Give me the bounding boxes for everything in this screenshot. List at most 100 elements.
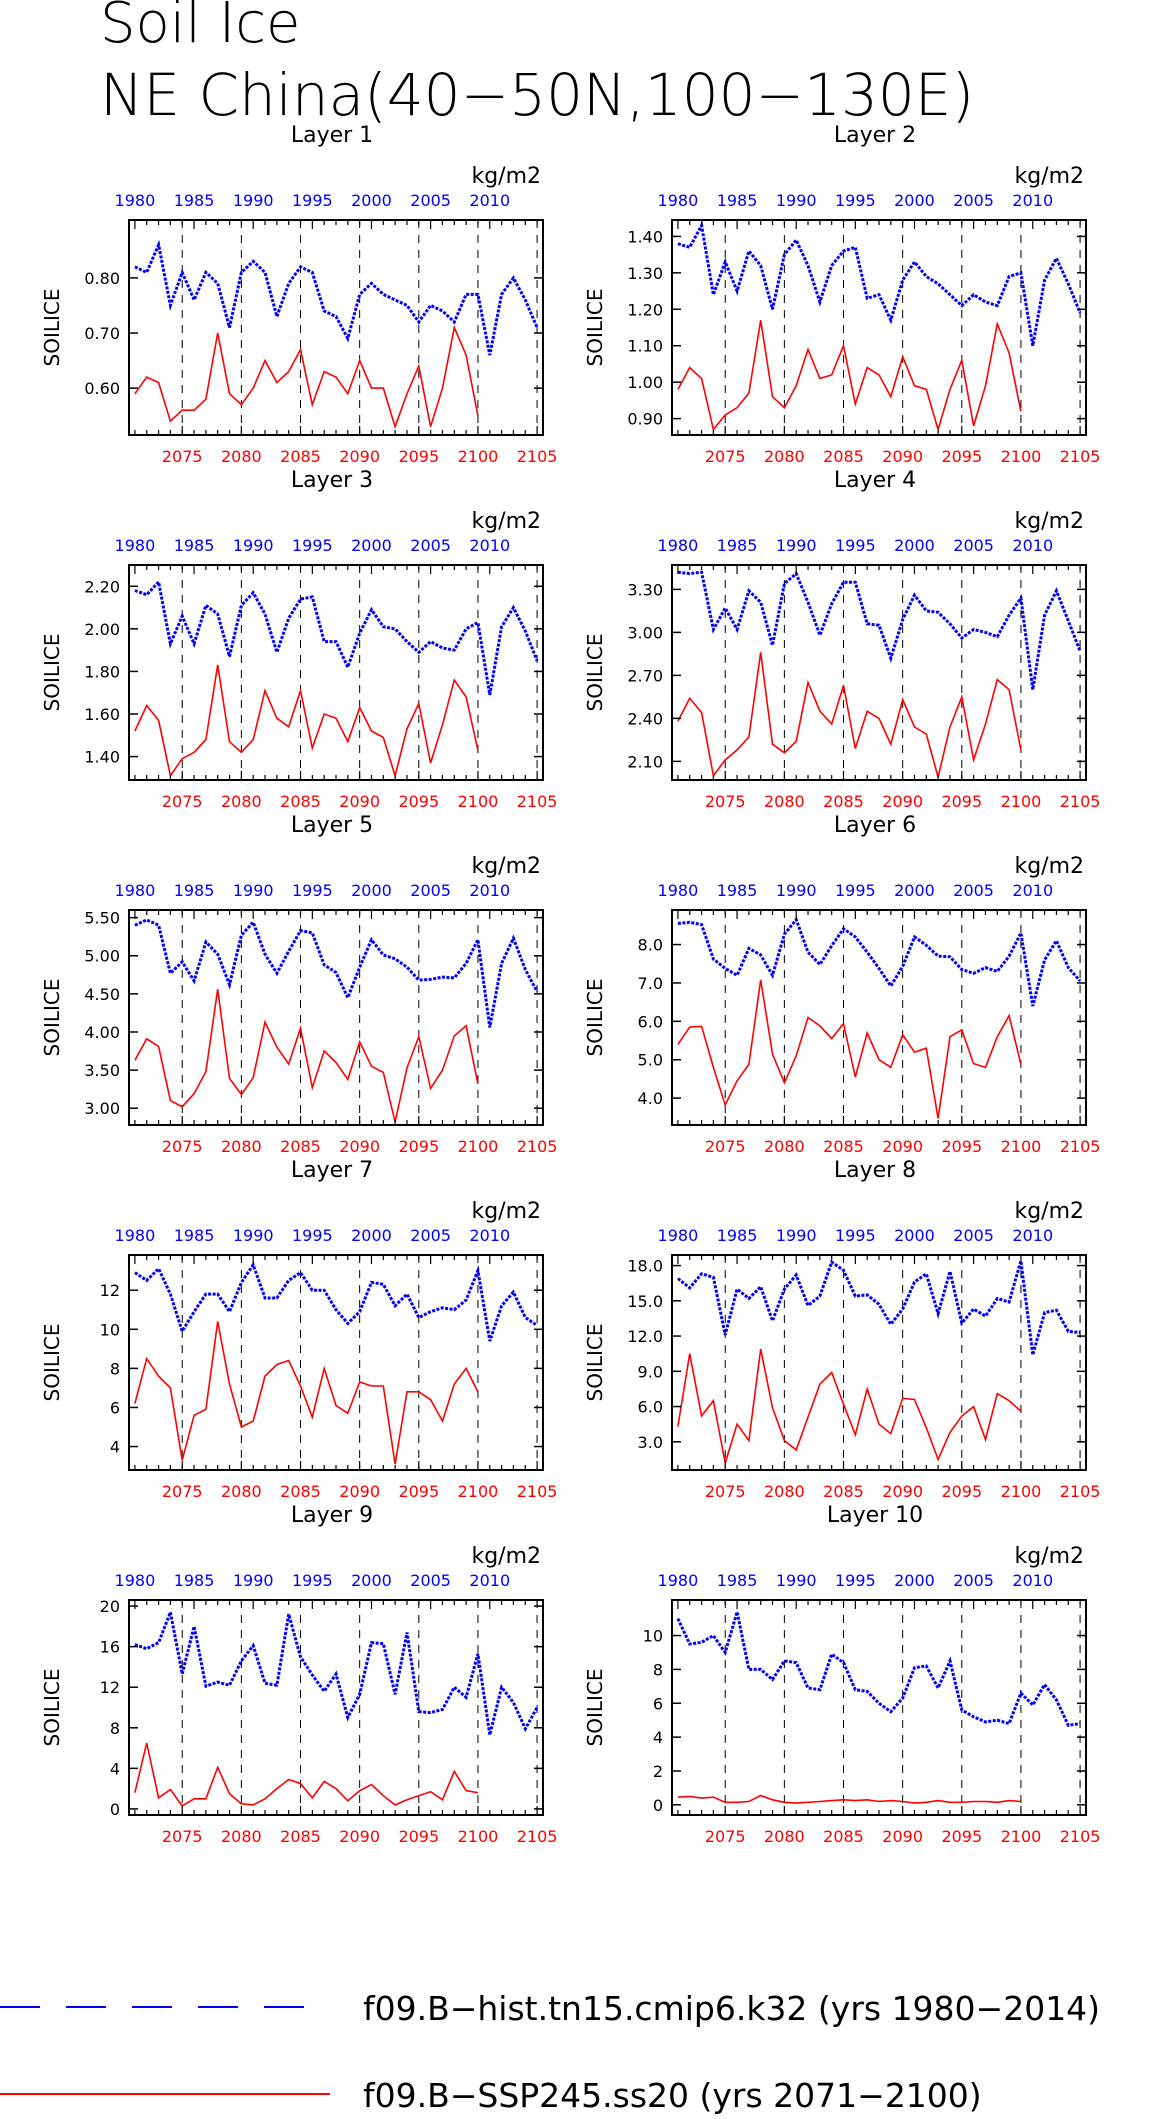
x-tick-label-bottom: 2095 — [398, 1137, 439, 1156]
y-tick-label: 4.50 — [84, 985, 120, 1004]
x-tick-label-bottom: 2100 — [458, 1827, 499, 1846]
x-tick-label-bottom: 2075 — [705, 1827, 746, 1846]
y-axis-label: SOILICE — [40, 1669, 64, 1747]
x-tick-label-top: 2010 — [469, 1226, 510, 1245]
panel-layer-4: Layer 4 kg/m2 SOILICE 2.10 2.40 2.70 3.00 3.30 2… — [583, 468, 1100, 811]
y-tick-label: 5.0 — [638, 1051, 663, 1070]
y-tick-label: 1.00 — [627, 373, 663, 392]
x-tick-label-top: 2000 — [351, 191, 392, 210]
x-tick-label-top: 2010 — [1012, 191, 1053, 210]
x-tick-label-bottom: 2100 — [458, 792, 499, 811]
x-tick-label-top: 1995 — [292, 536, 333, 555]
x-tick-label-top: 2010 — [469, 536, 510, 555]
series-line-ssp — [134, 324, 479, 430]
y-tick-label: 1.20 — [627, 300, 663, 319]
panel-layer-2: Layer 2 kg/m2 SOILICE 0.90 1.00 1.10 1.20 1.30 1… — [583, 123, 1100, 466]
y-tick-label: 6 — [110, 1398, 120, 1417]
x-tick-label-bottom: 2105 — [1060, 447, 1101, 466]
x-tick-label-bottom: 2105 — [517, 1827, 558, 1846]
panel-layer-9: Layer 9 kg/m2 SOILICE 0 4 8 12 16 20 2075 2080 2085… — [40, 1503, 557, 1846]
x-tick-label-top: 1990 — [233, 1226, 274, 1245]
x-tick-label-bottom: 2095 — [941, 1482, 982, 1501]
legend-label-ssp: f09.B−SSP245.ss20 (yrs 2071−2100) — [363, 2076, 982, 2115]
x-tick-label-top: 2000 — [894, 881, 935, 900]
x-tick-label-top: 1980 — [658, 1571, 699, 1590]
x-tick-label-top: 1985 — [174, 191, 215, 210]
y-tick-label: 2 — [653, 1762, 663, 1781]
y-axis-label: SOILICE — [583, 1324, 607, 1402]
x-tick-label-top: 1985 — [717, 1571, 758, 1590]
y-tick-label: 8 — [110, 1719, 120, 1738]
plot-frame — [128, 564, 544, 781]
x-tick-label-bottom: 2100 — [458, 447, 499, 466]
y-tick-label: 3.0 — [638, 1433, 663, 1452]
x-tick-label-bottom: 2100 — [458, 1137, 499, 1156]
x-tick-label-bottom: 2085 — [280, 447, 321, 466]
x-tick-label-top: 2005 — [410, 536, 451, 555]
x-tick-label-bottom: 2085 — [280, 1827, 321, 1846]
x-tick-label-top: 1980 — [115, 1571, 156, 1590]
y-tick-label: 5.00 — [84, 947, 120, 966]
x-tick-label-bottom: 2100 — [1001, 1137, 1042, 1156]
x-tick-label-top: 1985 — [717, 881, 758, 900]
x-tick-label-bottom: 2080 — [764, 792, 805, 811]
series-line-hist — [677, 916, 1082, 1007]
x-tick-label-top: 2000 — [351, 881, 392, 900]
x-tick-label-top: 2010 — [469, 191, 510, 210]
x-tick-label-bottom: 2095 — [398, 792, 439, 811]
x-tick-label-bottom: 2075 — [162, 447, 203, 466]
y-tick-label: 4.0 — [638, 1089, 663, 1108]
unit-label: kg/m2 — [1014, 1199, 1084, 1224]
y-axis-label: SOILICE — [583, 1669, 607, 1747]
figure-title-line-1: Soil Ice — [100, 0, 300, 56]
x-tick-label-top: 2000 — [351, 1226, 392, 1245]
x-tick-label-top: 2000 — [894, 191, 935, 210]
x-tick-label-top: 1995 — [835, 191, 876, 210]
x-tick-label-top: 2000 — [894, 1226, 935, 1245]
series-line-ssp — [677, 979, 1022, 1119]
x-tick-label-bottom: 2075 — [705, 792, 746, 811]
x-tick-label-top: 2010 — [1012, 1226, 1053, 1245]
x-tick-label-top: 1980 — [115, 1226, 156, 1245]
y-tick-label: 6.0 — [638, 1398, 663, 1417]
x-tick-label-top: 1980 — [658, 881, 699, 900]
series-line-hist — [677, 220, 1082, 346]
series-line-ssp — [134, 664, 479, 779]
y-tick-label: 1.10 — [627, 337, 663, 356]
panel-layer-1: Layer 1 kg/m2 SOILICE 0.60 0.70 0.80 2075 2080 2… — [40, 123, 557, 466]
panel-title: Layer 3 — [291, 468, 373, 493]
x-tick-label-bottom: 2085 — [280, 1137, 321, 1156]
y-tick-label: 12.0 — [627, 1327, 663, 1346]
x-tick-label-top: 2000 — [894, 1571, 935, 1590]
x-tick-label-top: 2005 — [953, 1571, 994, 1590]
panel-title: Layer 5 — [291, 813, 373, 838]
x-tick-label-bottom: 2080 — [221, 792, 262, 811]
x-tick-label-top: 2010 — [1012, 1571, 1053, 1590]
x-tick-label-top: 1995 — [292, 191, 333, 210]
y-axis-label: SOILICE — [40, 289, 64, 367]
x-tick-label-bottom: 2095 — [941, 1137, 982, 1156]
x-tick-label-top: 1980 — [658, 536, 699, 555]
figure-title-line-2: NE China(40−50N,100−130E) — [100, 61, 974, 129]
y-tick-label: 7.0 — [638, 974, 663, 993]
series-line-hist — [134, 918, 539, 1028]
x-tick-label-top: 2005 — [953, 191, 994, 210]
series-line-hist — [134, 1606, 539, 1736]
y-tick-label: 1.80 — [84, 662, 120, 681]
y-tick-label: 3.50 — [84, 1061, 120, 1080]
x-tick-label-top: 1995 — [292, 881, 333, 900]
y-tick-label: 8.0 — [638, 936, 663, 955]
x-tick-label-bottom: 2105 — [517, 447, 558, 466]
x-tick-label-bottom: 2075 — [162, 1482, 203, 1501]
y-axis-label: SOILICE — [583, 979, 607, 1057]
x-tick-label-top: 1980 — [115, 191, 156, 210]
x-tick-label-bottom: 2095 — [941, 447, 982, 466]
plot-frame — [128, 909, 544, 1126]
x-tick-label-bottom: 2105 — [1060, 1827, 1101, 1846]
y-tick-label: 3.00 — [627, 623, 663, 642]
x-tick-label-top: 2005 — [410, 1226, 451, 1245]
x-tick-label-top: 1990 — [776, 1571, 817, 1590]
y-tick-label: 8 — [653, 1660, 663, 1679]
